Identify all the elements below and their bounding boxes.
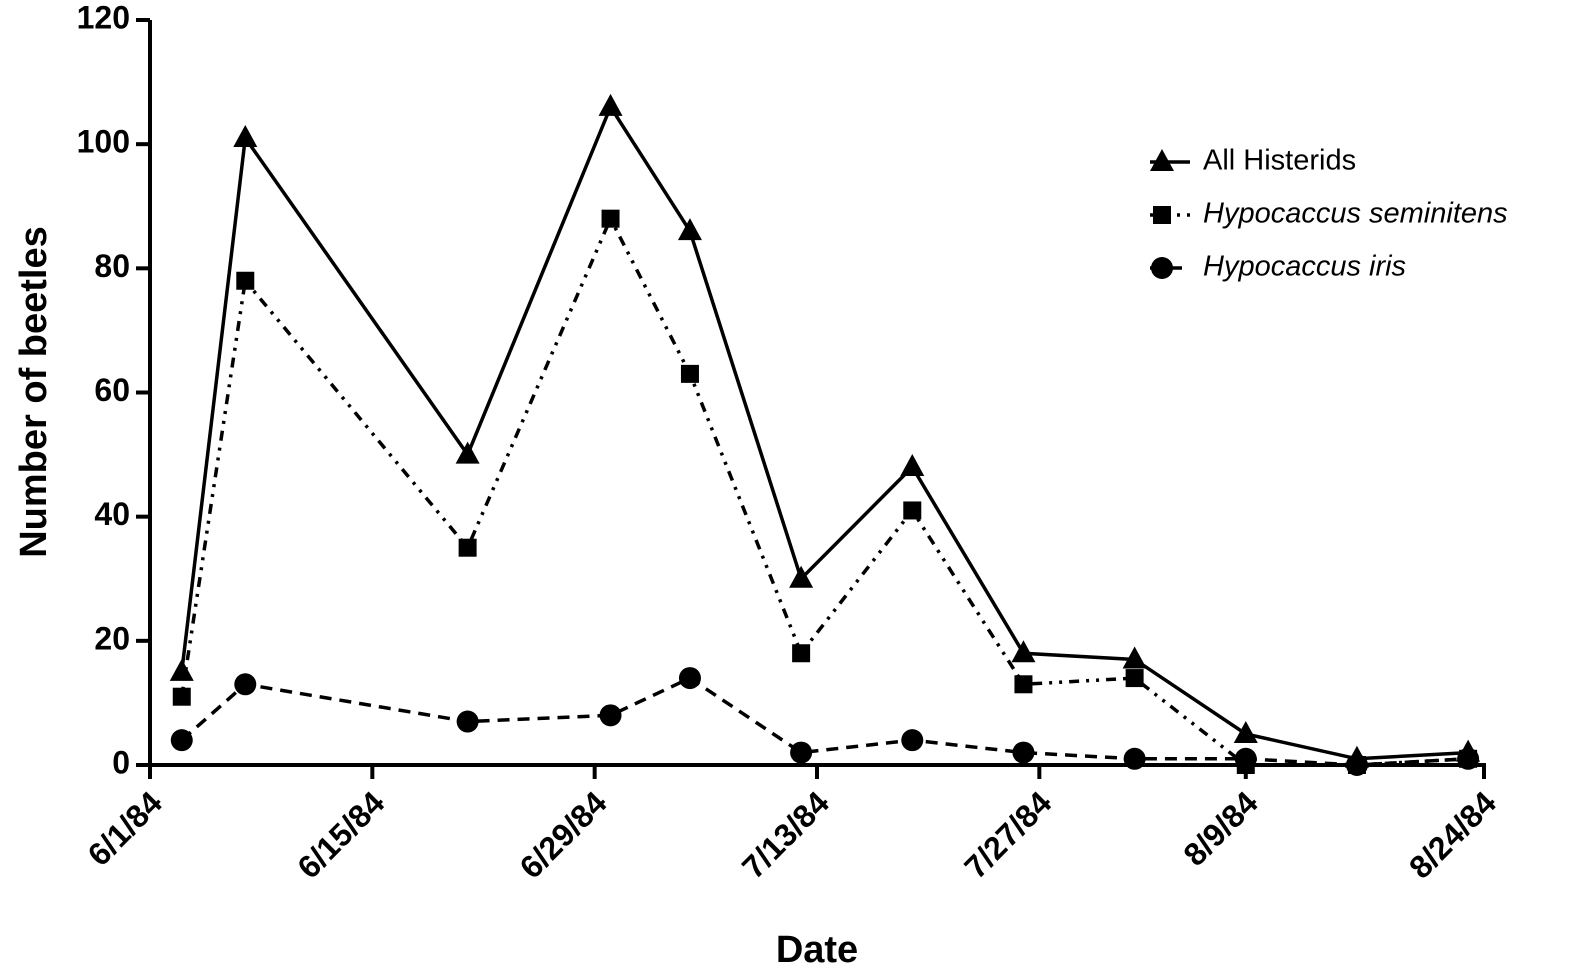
series-line	[180, 676, 1469, 767]
x-tick-label: 7/13/84	[735, 784, 836, 885]
y-tick-label: 60	[94, 372, 130, 408]
marker	[1125, 669, 1144, 688]
marker	[236, 271, 255, 290]
marker	[790, 741, 813, 764]
marker	[903, 501, 922, 520]
legend-label: Hypocaccus iris	[1203, 251, 1406, 283]
x-tick-label: 6/29/84	[513, 784, 614, 885]
marker	[789, 565, 814, 588]
marker	[677, 218, 702, 241]
marker	[233, 124, 258, 147]
marker	[599, 704, 622, 727]
legend-label: Hypocaccus seminitens	[1203, 198, 1508, 230]
marker	[455, 441, 480, 464]
marker	[678, 667, 701, 690]
y-axis-title: Number of beetles	[13, 226, 55, 558]
legend-marker	[1151, 257, 1173, 279]
x-tick-label: 7/27/84	[957, 784, 1058, 885]
legend-marker	[1153, 206, 1171, 224]
x-tick-label: 8/24/84	[1402, 784, 1503, 885]
y-tick-label: 100	[77, 124, 130, 160]
legend-marker	[1150, 149, 1174, 171]
marker	[234, 673, 257, 696]
marker	[169, 658, 194, 681]
y-tick-label: 0	[112, 744, 130, 780]
marker	[456, 710, 479, 733]
marker	[170, 729, 193, 752]
y-tick-label: 40	[94, 496, 130, 532]
marker	[1014, 675, 1033, 694]
x-tick-label: 6/15/84	[290, 784, 391, 885]
marker	[1345, 754, 1368, 776]
marker	[172, 687, 191, 706]
marker	[1234, 747, 1257, 770]
series-line	[180, 103, 1469, 761]
y-tick-label: 80	[94, 248, 130, 284]
marker	[1012, 741, 1035, 764]
marker	[458, 538, 477, 557]
marker	[1123, 747, 1146, 770]
x-tick-label: 8/9/84	[1176, 784, 1265, 873]
marker	[680, 364, 699, 383]
series-line	[180, 214, 1469, 767]
marker	[1011, 640, 1036, 663]
marker	[1233, 720, 1258, 743]
marker	[1457, 747, 1480, 770]
legend-label: All Histerids	[1203, 145, 1356, 177]
marker	[900, 454, 925, 476]
marker	[792, 644, 811, 663]
x-tick-label: 6/1/84	[81, 784, 170, 873]
marker	[601, 209, 620, 228]
marker	[901, 729, 924, 752]
y-tick-label: 120	[77, 0, 130, 35]
y-tick-label: 20	[94, 620, 130, 656]
marker	[1122, 646, 1147, 669]
marker	[598, 93, 623, 116]
x-axis-title: Date	[776, 929, 858, 971]
